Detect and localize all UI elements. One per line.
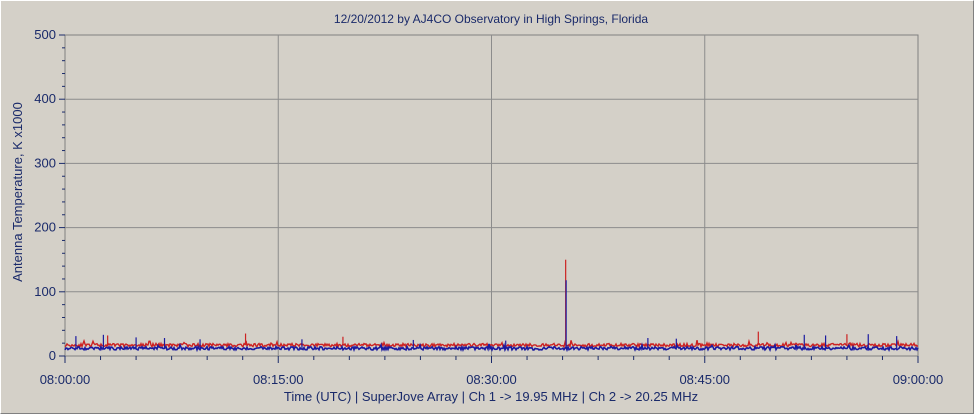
- x-tick-label: 08:45:00: [679, 372, 730, 387]
- x-tick-label: 09:00:00: [893, 372, 944, 387]
- x-axis-label: Time (UTC) | SuperJove Array | Ch 1 -> 1…: [284, 389, 698, 404]
- grid: [65, 35, 918, 356]
- x-tick-label: 08:15:00: [253, 372, 304, 387]
- chart-title: 12/20/2012 by AJ4CO Observatory in High …: [334, 12, 648, 26]
- y-tick-label: 0: [49, 348, 56, 363]
- y-tick-label: 300: [34, 155, 56, 170]
- x-tick-label: 08:30:00: [466, 372, 517, 387]
- x-axis: 08:00:00 08:15:00 08:30:00 08:45:00 09:00:00: [40, 372, 944, 387]
- series-line: [64, 342, 919, 353]
- y-axis: 0 100 200 300 400 500: [34, 27, 56, 363]
- y-tick-label: 400: [34, 91, 56, 106]
- series-layer: [64, 259, 919, 353]
- y-tick-label: 100: [34, 284, 56, 299]
- y-axis-label: Antenna Temperature, K x1000: [10, 102, 25, 282]
- y-tick-label: 500: [34, 27, 56, 42]
- y-tick-label: 200: [34, 220, 56, 235]
- x-tick-label: 08:00:00: [40, 372, 91, 387]
- minor-ticks: [59, 34, 919, 363]
